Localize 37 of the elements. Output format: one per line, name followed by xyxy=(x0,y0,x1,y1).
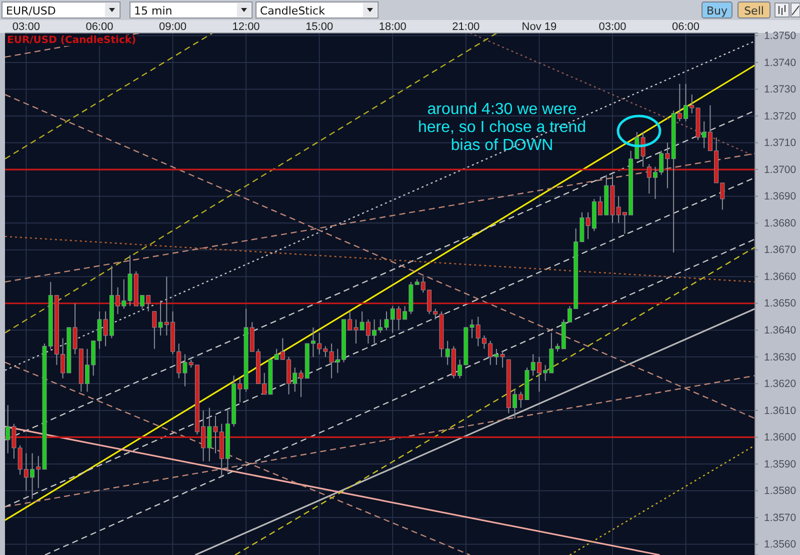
x-tick-label: 06:00 xyxy=(672,21,700,33)
y-tick-label: 1.3680 xyxy=(764,217,796,230)
x-tick-label: 09:00 xyxy=(158,21,187,33)
x-tick-label: 12:00 xyxy=(232,21,260,33)
x-tick-label: Nov 19 xyxy=(522,21,557,33)
y-tick-label: 1.3720 xyxy=(764,110,796,122)
y-tick-label: 1.3670 xyxy=(764,244,796,256)
chart-title: EUR/USD (CandleStick) xyxy=(7,35,136,46)
y-tick-label: 1.3640 xyxy=(764,324,796,336)
x-tick-label: 18:00 xyxy=(378,21,406,33)
text: Sell xyxy=(744,4,764,18)
y-tick-label: 1.3660 xyxy=(764,270,796,283)
y-tick-label: 1.3590 xyxy=(764,458,796,470)
y-tick-label: 1.3650 xyxy=(764,298,796,310)
x-tick-label: 15:00 xyxy=(306,21,334,33)
y-tick-label: 1.3560 xyxy=(764,538,796,551)
x-tick-label: 03:00 xyxy=(598,21,626,33)
x-tick-label: 06:00 xyxy=(86,21,114,33)
y-tick-label: 1.3690 xyxy=(764,190,796,203)
annotation: around 4:30 we were here, so I chose a trend bias of DOWN xyxy=(418,101,586,154)
y-tick-label: 1.3610 xyxy=(764,404,796,417)
y-tick-label: 1.3580 xyxy=(764,485,796,498)
x-tick-label: 03:00 xyxy=(12,21,40,33)
y-tick-label: 1.3570 xyxy=(764,512,796,524)
text: Buy xyxy=(706,4,728,18)
y-tick-label: 1.3740 xyxy=(764,56,796,69)
x-tick-label: 21:00 xyxy=(452,21,480,33)
y-tick-label: 1.3630 xyxy=(764,351,796,364)
text: CandleStick xyxy=(260,4,326,18)
text: EUR/USD xyxy=(6,4,56,18)
y-tick-label: 1.3620 xyxy=(764,378,796,390)
y-tick-label: 1.3700 xyxy=(764,164,796,176)
y-tick-label: 1.3710 xyxy=(764,137,796,150)
y-tick-label: 1.3750 xyxy=(764,30,796,42)
text: 15 min xyxy=(134,4,172,18)
y-tick-label: 1.3730 xyxy=(764,84,796,96)
y-tick-label: 1.3600 xyxy=(764,432,796,444)
